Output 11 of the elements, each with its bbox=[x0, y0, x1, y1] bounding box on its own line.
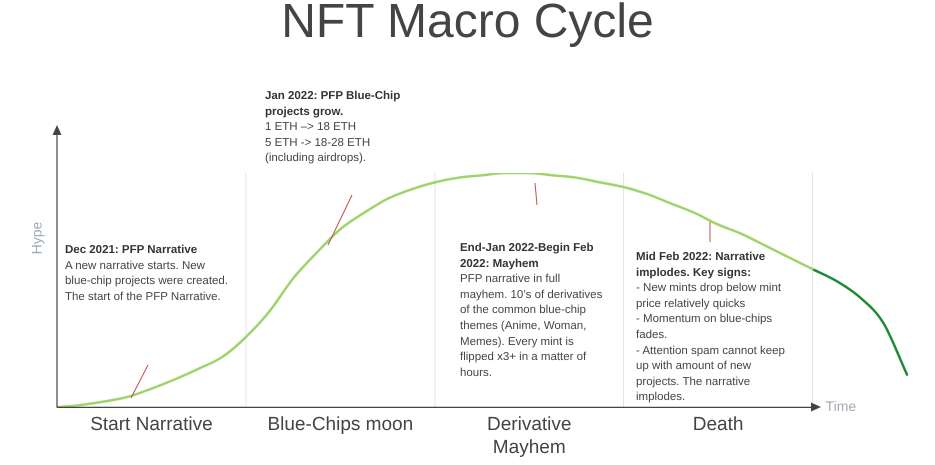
x-axis-title: Time bbox=[826, 398, 856, 414]
x-tick-label: Blue-Chips moon bbox=[267, 414, 414, 436]
x-tick-label: Derivative Mayhem bbox=[486, 414, 572, 458]
x-tick-label: Death bbox=[692, 414, 744, 436]
text: End-Jan 2022-Begin Feb 2022: Mayhem PFP narrative in full mayhem. 10’s of derivatives of the common blue-chip themes (Anime, Woman, Memes). Every mint is flipped x3+ in a matter of hours. bbox=[460, 242, 602, 379]
x-tick-label: Start Narrative bbox=[90, 414, 213, 436]
y-axis-title: Hype bbox=[28, 222, 44, 254]
annotation: Dec 2021: PFP Narrative A new narrative starts. New blue-chip projects were created. The start of the PFP Narrative. bbox=[65, 243, 229, 305]
text: Mid Feb 2022: Narrative implodes. Key signs: - New mints drop below mint price relatively quicks - Momentum on blue-chips fades. - Attention spam cannot keep up with amount of new projects. The narrative implodes. bbox=[636, 251, 785, 404]
chart-title: NFT Macro Cycle bbox=[280, 0, 655, 49]
text: Jan 2022: PFP Blue-Chip projects grow. 1 ETH –> 18 ETH 5 ETH -> 18-28 ETH (including airdrops). bbox=[265, 89, 402, 166]
